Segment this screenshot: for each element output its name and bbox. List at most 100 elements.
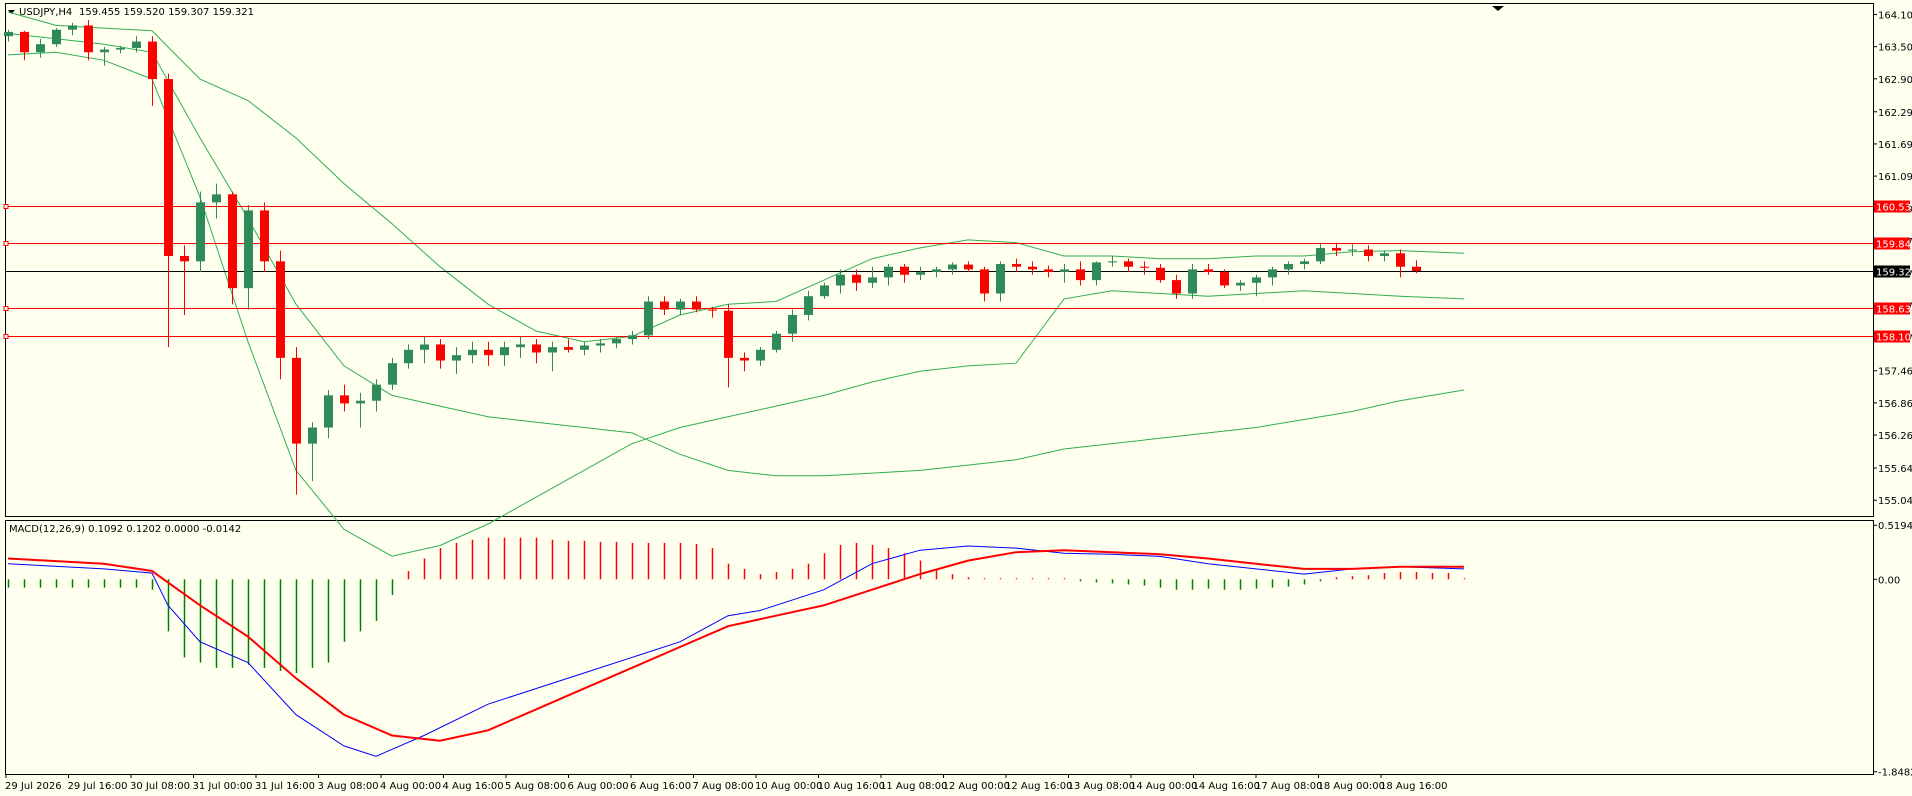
candle-50 (804, 290, 813, 321)
candle-body (1204, 269, 1213, 273)
candle-body (420, 344, 429, 350)
candle-79 (1268, 266, 1277, 286)
candle-49 (788, 309, 797, 342)
candle-body (1076, 269, 1085, 281)
candle-29 (468, 341, 477, 364)
candle-26 (420, 336, 429, 364)
candle-body (4, 31, 13, 37)
macd-indicator (7, 537, 1466, 757)
candle-body (180, 255, 189, 262)
ohlc-readout: 159.455 159.520 159.307 159.321 (79, 7, 254, 18)
candle-body (388, 363, 397, 385)
candle-body (1220, 272, 1229, 286)
level-anchor-1 (3, 241, 9, 246)
candle-body (1348, 249, 1357, 251)
candle-body (740, 357, 749, 361)
price-pane-frame (5, 3, 1874, 517)
candle-16 (260, 202, 269, 273)
candle-8 (132, 36, 141, 53)
candle-body (436, 344, 445, 361)
candle-body (84, 25, 93, 53)
candle-body (1028, 266, 1037, 270)
candle-48 (772, 331, 781, 353)
price-tick-5: 161.090 (1878, 172, 1912, 183)
price-tick-3: 162.290 (1878, 108, 1912, 119)
time-tick-17: 13 Aug 08:00 (1068, 781, 1135, 792)
candle-body (20, 31, 29, 53)
level-tag-0 (1874, 200, 1910, 213)
candle-body (308, 427, 317, 444)
candle-body (596, 343, 605, 346)
candlesticks (4, 20, 1421, 495)
candle-42 (676, 298, 685, 315)
chart-title: USDJPY,H4 (19, 7, 72, 18)
candle-body (1316, 247, 1325, 262)
price-tick-13: 156.260 (1878, 431, 1912, 442)
price-axis: 164.105 163.505 162.905 162.290 161.690 161.0… (1873, 10, 1912, 507)
macd-tick-1: 0.00 (1878, 575, 1900, 586)
candle-28 (452, 347, 461, 374)
candle-body (756, 349, 765, 361)
candle-body (1044, 269, 1053, 273)
candle-body (36, 44, 45, 53)
candle-45 (724, 304, 733, 388)
candle-14 (228, 191, 237, 305)
candle-body (1140, 266, 1149, 268)
candle-body (1396, 253, 1405, 267)
candle-body (548, 347, 557, 353)
candle-23 (372, 379, 381, 412)
candle-body (804, 296, 813, 315)
candle-71 (1140, 261, 1149, 275)
price-tick-14: 155.645 (1878, 464, 1912, 475)
candle-body (116, 47, 125, 50)
candle-84 (1348, 244, 1357, 256)
candle-body (1124, 261, 1133, 267)
candle-80 (1284, 261, 1293, 275)
candle-body (372, 384, 381, 401)
candle-body (916, 272, 925, 275)
candle-body (948, 264, 957, 270)
time-tick-22: 18 Aug 16:00 (1380, 781, 1447, 792)
time-tick-21: 18 Aug 00:00 (1318, 781, 1385, 792)
candle-body (1108, 261, 1117, 263)
shift-marker-icon[interactable] (1492, 6, 1504, 11)
candle-53 (852, 269, 861, 291)
band-lower-line (7, 51, 1465, 557)
candle-body (724, 310, 733, 358)
candle-body (52, 29, 61, 45)
time-axis: 29 Jul 2026 29 Jul 16:00 30 Jul 08:00 31 Ju… (5, 774, 1447, 792)
price-tick-0: 164.105 (1878, 10, 1912, 21)
candle-body (1412, 266, 1421, 271)
macd-tick-0: 0.5194 (1878, 521, 1912, 532)
candle-65 (1044, 265, 1053, 278)
candle-82 (1316, 242, 1325, 265)
candle-15 (244, 205, 253, 310)
candle-32 (516, 336, 525, 358)
level-anchor-3 (3, 334, 9, 339)
level-tags: 160.538 159.844 158.637 158.107 159.321 (1874, 200, 1912, 344)
symbol-menu-arrow-icon[interactable] (8, 10, 15, 14)
candle-6 (100, 46, 109, 66)
candle-body (1380, 253, 1389, 256)
candle-69 (1108, 255, 1117, 267)
candle-body (340, 395, 349, 404)
candle-11 (180, 245, 189, 315)
time-tick-5: 3 Aug 08:00 (318, 781, 379, 792)
candle-24 (388, 357, 397, 391)
level-tag-3 (1874, 330, 1910, 343)
candle-body (1332, 247, 1341, 251)
candle-55 (884, 264, 893, 286)
candle-body (820, 285, 829, 297)
candle-38 (612, 336, 621, 349)
time-tick-4: 31 Jul 16:00 (255, 781, 315, 792)
candle-47 (756, 347, 765, 366)
price-tick-11: 157.460 (1878, 367, 1912, 378)
candle-63 (1012, 258, 1021, 273)
candle-40 (644, 296, 653, 340)
candle-17 (276, 250, 285, 380)
candle-74 (1188, 264, 1197, 299)
